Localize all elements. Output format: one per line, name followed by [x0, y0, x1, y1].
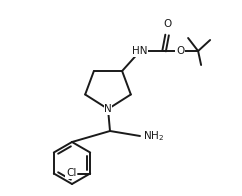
- Text: N: N: [104, 104, 112, 114]
- Text: HN: HN: [132, 46, 148, 56]
- Text: NH$_2$: NH$_2$: [144, 129, 165, 143]
- Text: O: O: [163, 19, 171, 29]
- Text: Cl: Cl: [66, 169, 76, 179]
- Text: O: O: [176, 46, 184, 56]
